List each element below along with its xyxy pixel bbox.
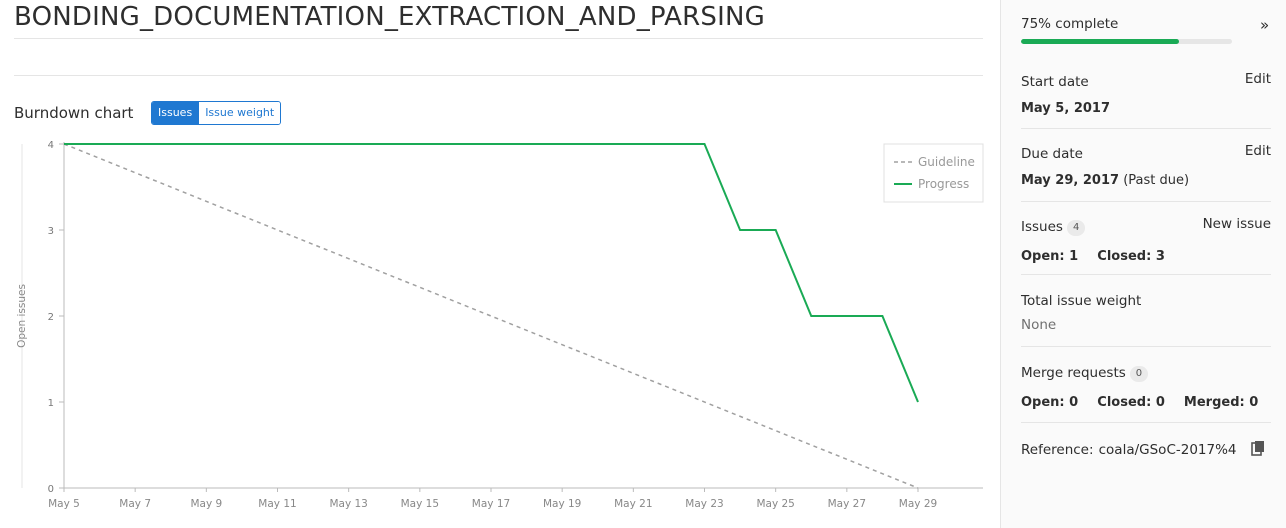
start-date-label: Start date	[1021, 74, 1089, 90]
x-tick-label: May 9	[190, 498, 222, 510]
open-mr-count: 0	[1069, 395, 1079, 410]
sidebar-divider	[1021, 346, 1271, 347]
due-date-edit-link[interactable]: Edit	[1244, 143, 1271, 159]
reference-value: coala/GSoC-2017%4	[1098, 442, 1237, 458]
legend-label-guideline: Guideline	[918, 155, 975, 169]
issues-toggle-button[interactable]: Issues	[152, 102, 199, 124]
x-tick-label: May 19	[543, 498, 581, 510]
collapse-sidebar-button[interactable]: »	[1260, 16, 1270, 34]
x-tick-label: May 11	[258, 498, 296, 510]
closed-issues-label: Closed:	[1097, 249, 1152, 264]
y-tick-label: 1	[48, 398, 54, 409]
past-due-note: (Past due)	[1123, 173, 1190, 188]
open-mr-label: Open:	[1021, 395, 1065, 410]
sidebar-divider	[1021, 274, 1271, 275]
issue-weight-toggle-button[interactable]: Issue weight	[198, 102, 281, 124]
divider	[14, 75, 983, 76]
series-line-guideline	[63, 143, 919, 489]
x-tick-label: May 25	[756, 498, 794, 510]
x-tick-label: May 5	[48, 498, 80, 510]
closed-issues-count: 3	[1155, 249, 1165, 264]
progress-bar	[1021, 39, 1232, 44]
page-title: BONDING_DOCUMENTATION_EXTRACTION_AND_PAR…	[14, 2, 765, 32]
total-weight-label: Total issue weight	[1021, 293, 1142, 309]
progress-bar-fill	[1021, 39, 1180, 44]
x-tick-label: May 7	[119, 498, 151, 510]
closed-mr-label: Closed:	[1097, 395, 1152, 410]
x-tick-label: May 29	[899, 498, 937, 510]
due-date-label: Due date	[1021, 146, 1083, 162]
x-tick-label: May 15	[401, 498, 439, 510]
x-tick-label: May 27	[828, 498, 866, 510]
burndown-chart-title: Burndown chart	[14, 104, 134, 122]
closed-mr-count: 0	[1155, 395, 1165, 410]
progress-label: 75% complete	[1021, 16, 1119, 32]
legend-box	[883, 143, 984, 203]
y-tick-label: 2	[48, 312, 54, 323]
total-weight-value: None	[1021, 317, 1057, 333]
burndown-toggle: Issues Issue weight	[151, 101, 282, 125]
main-content: BONDING_DOCUMENTATION_EXTRACTION_AND_PAR…	[14, 2, 984, 510]
x-tick-label: May 13	[329, 498, 367, 510]
issues-count-badge: 4	[1066, 220, 1086, 236]
x-tick-label: May 23	[685, 498, 723, 510]
y-tick-label: 3	[48, 226, 54, 237]
open-issues-count: 1	[1069, 249, 1079, 264]
x-tick-label: May 17	[472, 498, 510, 510]
merged-mr-label: Merged:	[1183, 395, 1245, 410]
reference-label: Reference:	[1021, 442, 1094, 458]
sidebar-divider	[1021, 128, 1271, 129]
y-tick-label: 4	[48, 140, 54, 151]
legend-label-progress: Progress	[918, 177, 969, 191]
merge-requests-count-badge: 0	[1129, 366, 1149, 382]
x-tick-label: May 21	[614, 498, 652, 510]
issues-label: Issues	[1021, 219, 1063, 235]
milestone-sidebar: 75% complete Start date Edit May 5, 2017…	[1000, 0, 1286, 528]
merged-mr-count: 0	[1249, 395, 1259, 410]
y-axis-label: Open issues	[16, 284, 28, 348]
divider	[14, 38, 983, 39]
merge-requests-label: Merge requests	[1021, 365, 1126, 381]
start-date-edit-link[interactable]: Edit	[1244, 71, 1271, 87]
sidebar-divider	[1021, 422, 1271, 423]
clipboard-icon[interactable]	[1251, 440, 1265, 456]
new-issue-link[interactable]: New issue	[1202, 216, 1271, 232]
due-date-value: May 29, 2017	[1021, 173, 1120, 188]
y-tick-label: 0	[48, 484, 54, 495]
open-issues-label: Open:	[1021, 249, 1065, 264]
burndown-chart: 0 1 2 3 4 May 5 May 7 May 9 May 11 May 13 May 15 Ma…	[16, 140, 984, 510]
sidebar-divider	[1021, 201, 1271, 202]
start-date-value: May 5, 2017	[1021, 101, 1111, 116]
series-line-progress	[64, 143, 919, 403]
